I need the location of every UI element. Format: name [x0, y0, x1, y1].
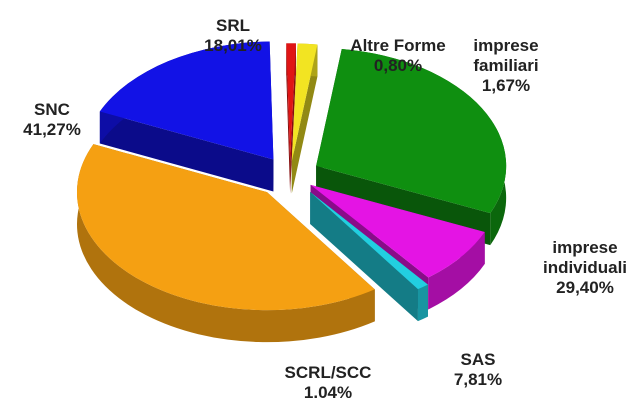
slice — [99, 41, 274, 192]
slice-top — [316, 48, 507, 214]
slice-top — [286, 43, 296, 162]
value-label: 1,67% — [481, 76, 531, 95]
slice-top — [76, 144, 375, 311]
slice-side — [428, 232, 485, 310]
slice-side — [417, 284, 428, 322]
value-label: 1.04% — [303, 383, 353, 402]
slice — [310, 191, 428, 322]
slice-wall — [290, 43, 296, 194]
value-label: 18,01% — [204, 36, 262, 55]
category-label: imprese familiari — [473, 36, 539, 75]
value-label: 41,27% — [23, 120, 81, 139]
slice — [286, 43, 296, 194]
slice — [76, 144, 375, 343]
value-label: 29,40% — [556, 278, 614, 297]
slice-wall — [286, 43, 291, 194]
category-label: imprese individuali — [542, 238, 628, 277]
slice-top — [99, 41, 274, 160]
category-label: SAS — [460, 350, 496, 369]
slice-top — [291, 43, 318, 162]
slice-wall — [310, 191, 418, 322]
slice-label: SRL 18,01% — [204, 16, 262, 56]
slice-wall — [99, 111, 274, 192]
slice-top — [310, 184, 485, 278]
slice — [291, 43, 318, 194]
category-label: SRL — [215, 16, 250, 35]
slice-side — [76, 144, 375, 343]
category-label: SNC — [34, 100, 70, 119]
slice-top — [310, 191, 428, 290]
slice-wall — [291, 44, 318, 194]
value-label: 0,80% — [373, 56, 423, 75]
slice-label: SNC 41,27% — [23, 100, 81, 140]
slice-label: imprese individuali 29,40% — [543, 238, 627, 298]
value-label: 7,81% — [453, 370, 503, 389]
slice-label: imprese familiari 1,67% — [451, 36, 561, 96]
category-label: SCRL/SCC — [284, 363, 372, 382]
slice-label: Altre Forme 0,80% — [350, 36, 445, 76]
slice-label: SCRL/SCC 1.04% — [285, 363, 372, 403]
category-label: Altre Forme — [350, 36, 446, 55]
slice-label: SAS 7,81% — [454, 350, 502, 390]
